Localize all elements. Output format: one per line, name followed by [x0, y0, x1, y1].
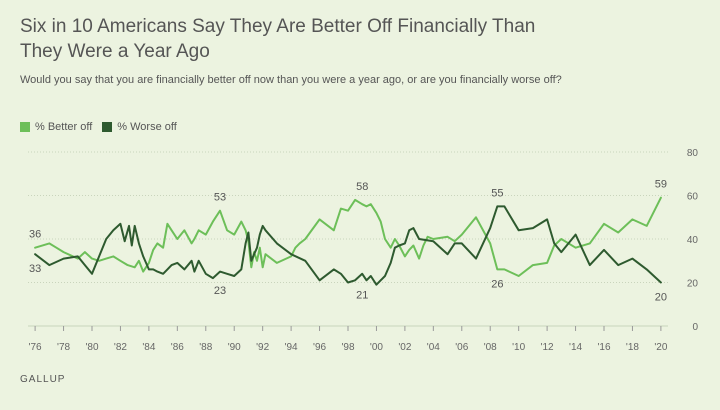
x-tick-label-2010: '10 [512, 342, 525, 353]
x-tick-label-1978: '78 [57, 342, 70, 353]
x-tick-label-1992: '92 [256, 342, 269, 353]
x-tick-label-1994: '94 [285, 342, 298, 353]
y-tick-label-60: 60 [687, 192, 699, 203]
x-tick-label-1998: '98 [341, 342, 354, 353]
data-label-better-off-36: 36 [29, 229, 41, 241]
x-tick-label-2012: '12 [541, 342, 554, 353]
y-tick-label-80: 80 [687, 148, 699, 159]
chart-title: Six in 10 Americans Say They Are Better … [20, 16, 536, 62]
chart-subtitle: Would you say that you are financially b… [20, 74, 562, 86]
x-tick-label-2014: '14 [569, 342, 582, 353]
data-label-better-off-26: 26 [491, 278, 503, 290]
legend-item-worse-off[interactable]: % Worse off [102, 121, 177, 133]
x-tick-label-2006: '06 [455, 342, 468, 353]
legend-swatch-better-off [20, 122, 30, 132]
x-tick-label-2004: '04 [427, 342, 440, 353]
y-tick-label-20: 20 [687, 279, 699, 290]
x-tick-label-2002: '02 [398, 342, 411, 353]
x-tick-label-2020: '20 [654, 342, 667, 353]
x-tick-label-1996: '96 [313, 342, 326, 353]
x-tick-label-1982: '82 [114, 342, 127, 353]
legend-swatch-worse-off [102, 122, 113, 132]
data-label-worse-off-21: 21 [356, 289, 368, 301]
data-label-better-off-58: 58 [356, 181, 368, 193]
data-label-worse-off-33: 33 [29, 263, 41, 275]
data-label-better-off-59: 59 [655, 179, 667, 191]
x-tick-label-1990: '90 [228, 342, 241, 353]
legend-label-worse-off: % Worse off [117, 121, 177, 133]
data-label-worse-off-20: 20 [655, 292, 667, 304]
legend-item-better-off[interactable]: % Better off [20, 121, 92, 133]
x-tick-label-2016: '16 [597, 342, 610, 353]
y-tick-label-40: 40 [687, 235, 699, 246]
legend: % Better off % Worse off [20, 121, 187, 133]
data-label-worse-off-55: 55 [491, 187, 503, 199]
x-tick-label-2018: '18 [626, 342, 639, 353]
x-tick-label-2000: '00 [370, 342, 383, 353]
data-label-worse-off-23: 23 [214, 285, 226, 297]
x-tick-label-2008: '08 [484, 342, 497, 353]
x-tick-label-1984: '84 [142, 342, 155, 353]
x-tick-label-1988: '88 [199, 342, 212, 353]
legend-label-better-off: % Better off [35, 121, 93, 133]
data-label-better-off-53: 53 [214, 192, 226, 204]
y-tick-label-0: 0 [692, 322, 698, 333]
x-tick-label-1986: '86 [171, 342, 184, 353]
source-label: GALLUP [20, 374, 66, 385]
x-tick-label-1976: '76 [29, 342, 42, 353]
x-tick-label-1980: '80 [85, 342, 98, 353]
series-line-worse-off [34, 205, 662, 286]
series-line-better-off [34, 196, 662, 277]
